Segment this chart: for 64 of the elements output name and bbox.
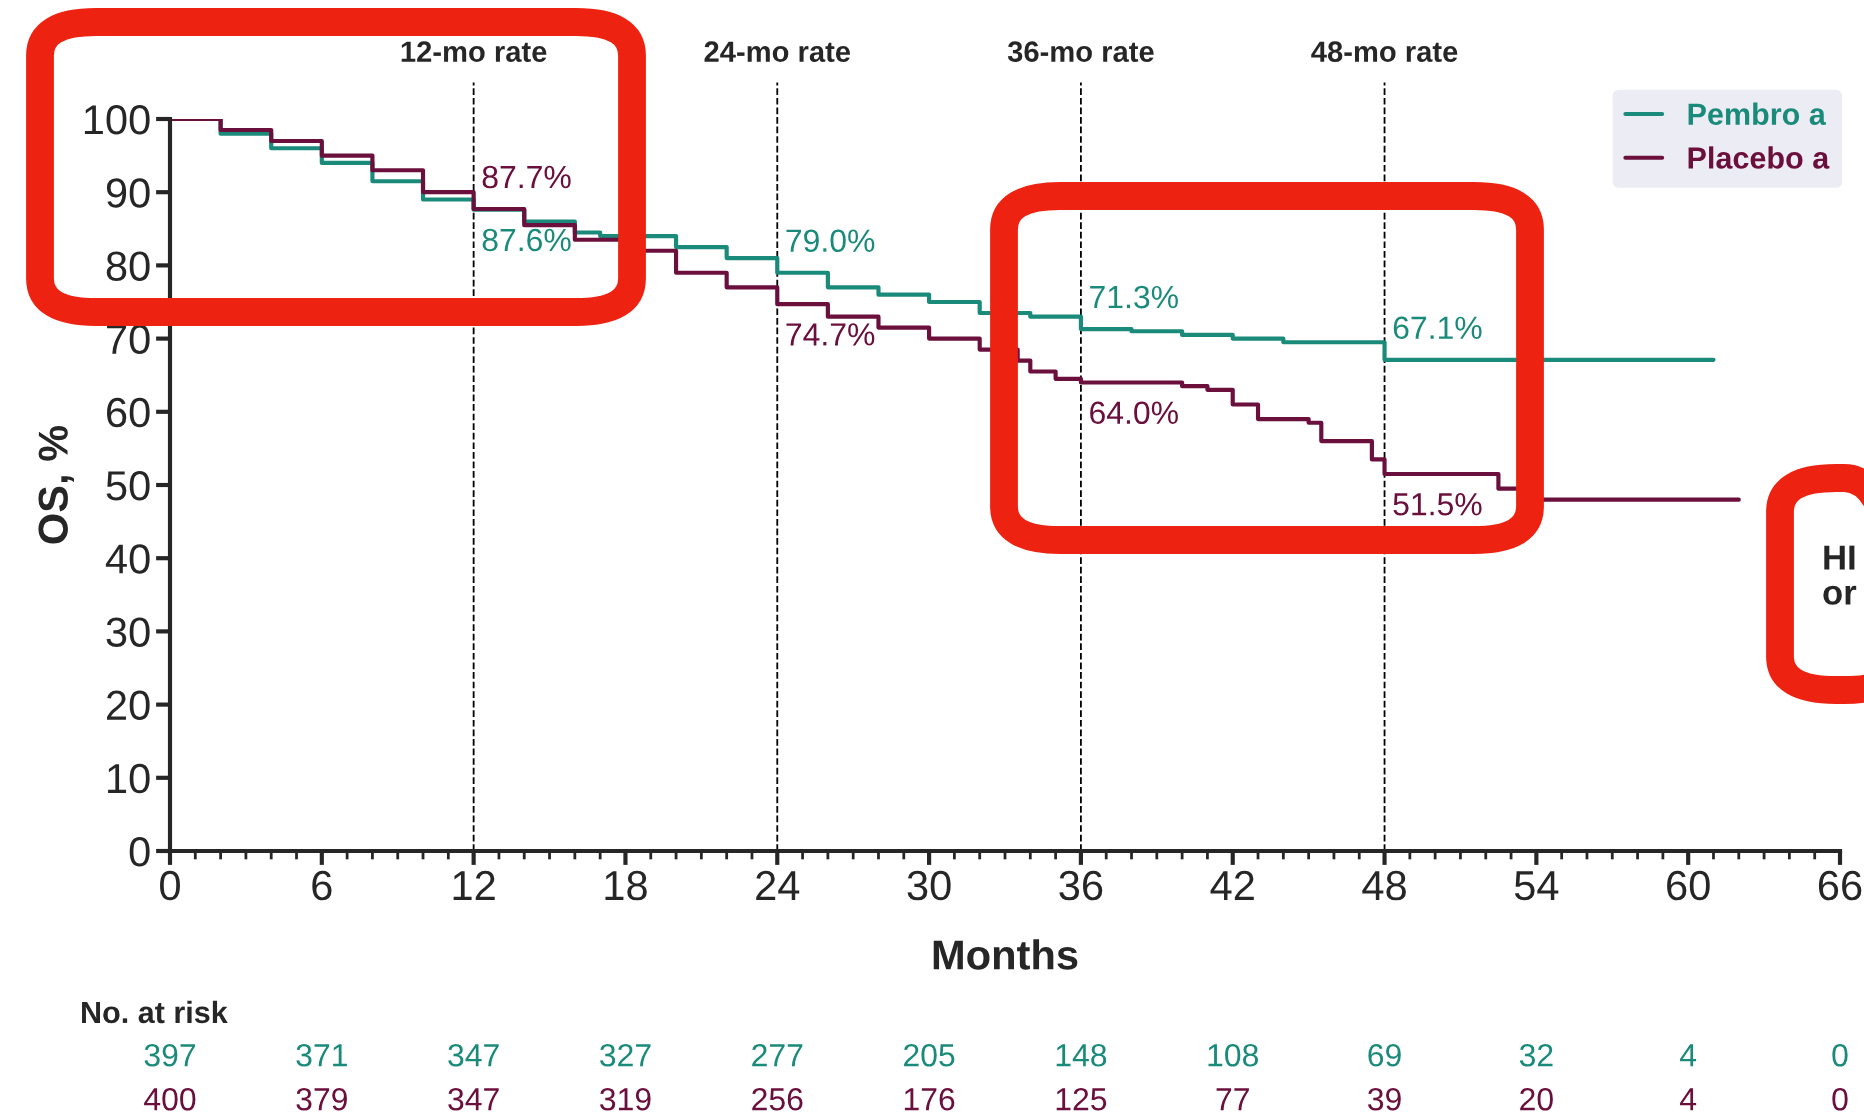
x-tick-label: 24 xyxy=(756,870,800,900)
x-tick-label: 12 xyxy=(453,870,495,900)
text: 0 xyxy=(1832,1087,1848,1111)
text: 108 xyxy=(1208,1043,1258,1067)
text: 176 xyxy=(904,1087,955,1111)
y-tick-label: 90 xyxy=(106,178,150,208)
data-label: 87.7% xyxy=(482,165,571,189)
text: 32 xyxy=(1519,1043,1553,1067)
y-tick-label: 100 xyxy=(84,105,150,135)
data-label: 79.0% xyxy=(786,229,875,253)
ref-line-label: 36-mo rate xyxy=(1007,41,1154,63)
text: 77 xyxy=(1216,1088,1249,1111)
text: 0 xyxy=(1832,1043,1848,1067)
x-tick-label: 60 xyxy=(1667,870,1710,901)
text: 125 xyxy=(1056,1087,1107,1111)
text: 347 xyxy=(448,1087,499,1111)
x-tick-label: 36 xyxy=(1059,870,1103,901)
legend-label: Pembro a xyxy=(1688,102,1826,126)
y-tick-label: 80 xyxy=(106,251,150,281)
text: 39 xyxy=(1368,1087,1401,1111)
annotation: HI or xyxy=(1823,545,1857,605)
x-tick-label: 66 xyxy=(1818,870,1862,901)
text: 277 xyxy=(752,1043,803,1067)
text: 69 xyxy=(1368,1043,1401,1067)
y-axis-title: OS, % xyxy=(38,425,74,544)
y-tick-label: 10 xyxy=(108,763,150,794)
ref-line-label: 12-mo rate xyxy=(401,41,547,62)
text: 148 xyxy=(1056,1043,1107,1067)
data-label: 67.1% xyxy=(1393,316,1482,340)
ref-line-label: 24-mo rate xyxy=(704,41,851,62)
x-tick-label: 30 xyxy=(907,870,951,901)
x-tick-label: 42 xyxy=(1210,870,1254,900)
y-tick-label: 60 xyxy=(107,397,150,428)
data-label: 71.3% xyxy=(1090,285,1178,309)
text: No. at risk xyxy=(82,1000,228,1024)
x-axis-title: Months xyxy=(933,939,1078,970)
y-tick-label: 30 xyxy=(106,617,150,647)
text: 327 xyxy=(600,1043,651,1067)
text: 397 xyxy=(144,1043,196,1067)
data-label: 87.6% xyxy=(482,228,571,252)
text: 379 xyxy=(296,1087,347,1111)
y-tick-label: 0 xyxy=(129,837,150,867)
text: 400 xyxy=(144,1087,196,1111)
data-label: 51.5% xyxy=(1393,493,1482,516)
x-tick-label: 0 xyxy=(160,870,180,901)
text: 4 xyxy=(1680,1044,1697,1067)
text: 319 xyxy=(600,1087,651,1111)
text: 256 xyxy=(752,1087,803,1111)
x-tick-label: 54 xyxy=(1514,871,1559,901)
y-tick-label: 40 xyxy=(105,544,150,574)
data-label: 74.7% xyxy=(786,323,875,346)
y-tick-label: 20 xyxy=(107,690,150,721)
ref-line-label: 48-mo rate xyxy=(1311,41,1458,62)
data-label: 64.0% xyxy=(1090,401,1178,425)
x-tick-label: 18 xyxy=(605,870,647,901)
text: 20 xyxy=(1520,1087,1553,1111)
text: 347 xyxy=(448,1043,499,1067)
text: 205 xyxy=(904,1043,955,1067)
x-tick-label: 6 xyxy=(312,870,332,901)
text: 371 xyxy=(296,1043,347,1067)
y-tick-label: 50 xyxy=(106,471,150,501)
text: 4 xyxy=(1680,1088,1697,1111)
legend-label: Placebo a xyxy=(1688,146,1830,169)
x-tick-label: 48 xyxy=(1362,870,1406,901)
